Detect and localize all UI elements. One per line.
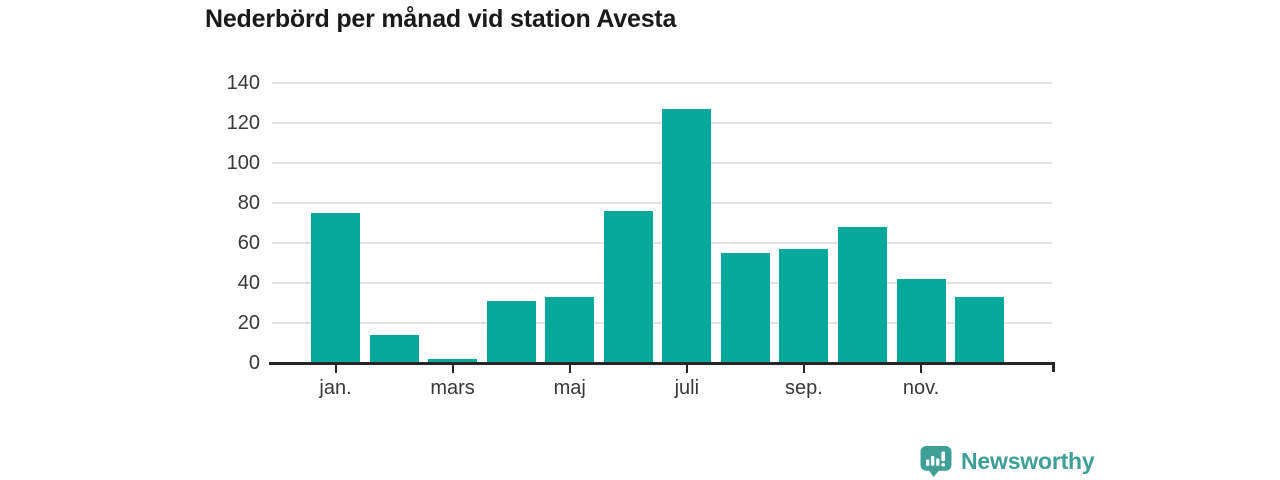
bar-nov. bbox=[896, 279, 946, 363]
gridline bbox=[272, 282, 1052, 284]
y-tick-label: 0 bbox=[248, 352, 260, 374]
bar-maj bbox=[545, 297, 595, 363]
newsworthy-pin-chart-icon bbox=[919, 445, 953, 478]
x-tick-label: nov. bbox=[902, 377, 940, 399]
y-tick-label: 120 bbox=[226, 112, 260, 134]
x-tick bbox=[568, 364, 571, 373]
x-tick-label: sep. bbox=[784, 377, 823, 399]
x-tick-label: maj bbox=[553, 377, 586, 399]
gridline bbox=[272, 122, 1052, 124]
x-tick-label: juli bbox=[674, 377, 700, 399]
bar-okt. bbox=[837, 227, 887, 363]
x-tick bbox=[920, 364, 922, 373]
y-tick-label: 20 bbox=[237, 312, 260, 334]
newsworthy-logo: Newsworthy bbox=[919, 445, 1095, 478]
gridline bbox=[272, 82, 1052, 84]
bar-aug. bbox=[720, 253, 770, 363]
bar-feb. bbox=[369, 335, 419, 363]
gridline bbox=[272, 162, 1052, 164]
y-tick-label: 80 bbox=[237, 192, 260, 214]
bar-sep. bbox=[779, 249, 829, 363]
bar-dec. bbox=[955, 297, 1005, 363]
x-tick-label: mars bbox=[430, 377, 475, 399]
gridline bbox=[272, 242, 1052, 244]
logo-wordmark: Newsworthy bbox=[961, 448, 1095, 474]
bar-juni bbox=[603, 211, 653, 363]
bar-apr. bbox=[486, 301, 536, 363]
plot-area: 0 20 40 60 80 100 120 140 jan. mars maj juli sep. nov… bbox=[227, 72, 1055, 399]
gridline bbox=[272, 322, 1052, 324]
y-tick-label: 140 bbox=[226, 72, 260, 94]
x-tick bbox=[451, 364, 454, 373]
x-tick-label: jan. bbox=[319, 377, 352, 399]
bar-jan. bbox=[311, 213, 360, 363]
x-tick bbox=[334, 364, 337, 373]
y-tick-label: 100 bbox=[226, 152, 260, 174]
x-axis-endcap bbox=[1052, 364, 1055, 372]
bar-juli bbox=[662, 109, 712, 363]
x-tick bbox=[685, 364, 688, 373]
bar-mars bbox=[428, 359, 478, 363]
gridline bbox=[272, 202, 1052, 204]
y-tick-label: 40 bbox=[237, 272, 260, 294]
y-tick-label: 60 bbox=[237, 232, 260, 254]
x-axis-line bbox=[269, 362, 1055, 372]
x-tick bbox=[802, 364, 805, 373]
chart-title: Nederbörd per månad vid station Avesta bbox=[205, 5, 677, 33]
